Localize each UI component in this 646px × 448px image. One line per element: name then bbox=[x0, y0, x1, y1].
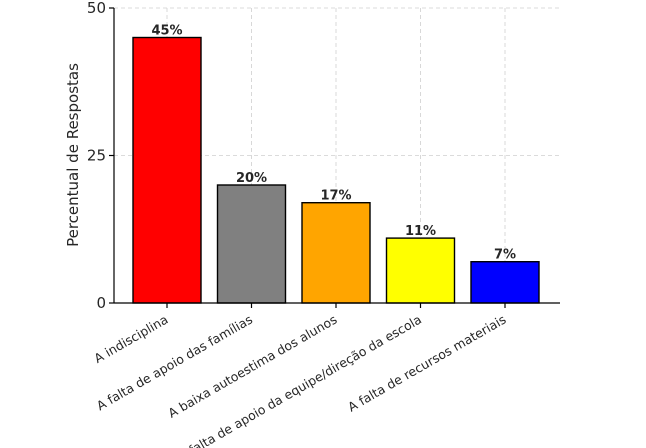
bar bbox=[132, 36, 202, 304]
y-tick-label: 50 bbox=[87, 0, 106, 17]
x-tick-label: A falta de recursos materiais bbox=[345, 312, 508, 415]
data-label: 7% bbox=[494, 248, 516, 263]
bars bbox=[132, 36, 540, 304]
y-ticks: 0 25 50 bbox=[87, 0, 114, 312]
x-tick-label: A indisciplina bbox=[91, 312, 170, 366]
data-label: 20% bbox=[236, 171, 267, 186]
data-label: 17% bbox=[320, 189, 351, 204]
data-label: 11% bbox=[405, 224, 436, 239]
bar bbox=[301, 201, 371, 304]
y-tick-label: 25 bbox=[87, 147, 106, 165]
bar bbox=[385, 237, 456, 304]
bar bbox=[216, 184, 287, 304]
data-labels: 45% 20% 17% 11% 7% bbox=[151, 24, 516, 263]
x-tick-label: A baixa autoestima dos alunos bbox=[165, 312, 339, 421]
bar bbox=[470, 261, 540, 304]
y-tick-label: 0 bbox=[96, 294, 106, 312]
x-tick-label: A falta de apoio das famílias bbox=[94, 312, 255, 414]
y-axis-title: Percentual de Respostas bbox=[64, 63, 82, 247]
data-label: 45% bbox=[151, 24, 182, 39]
